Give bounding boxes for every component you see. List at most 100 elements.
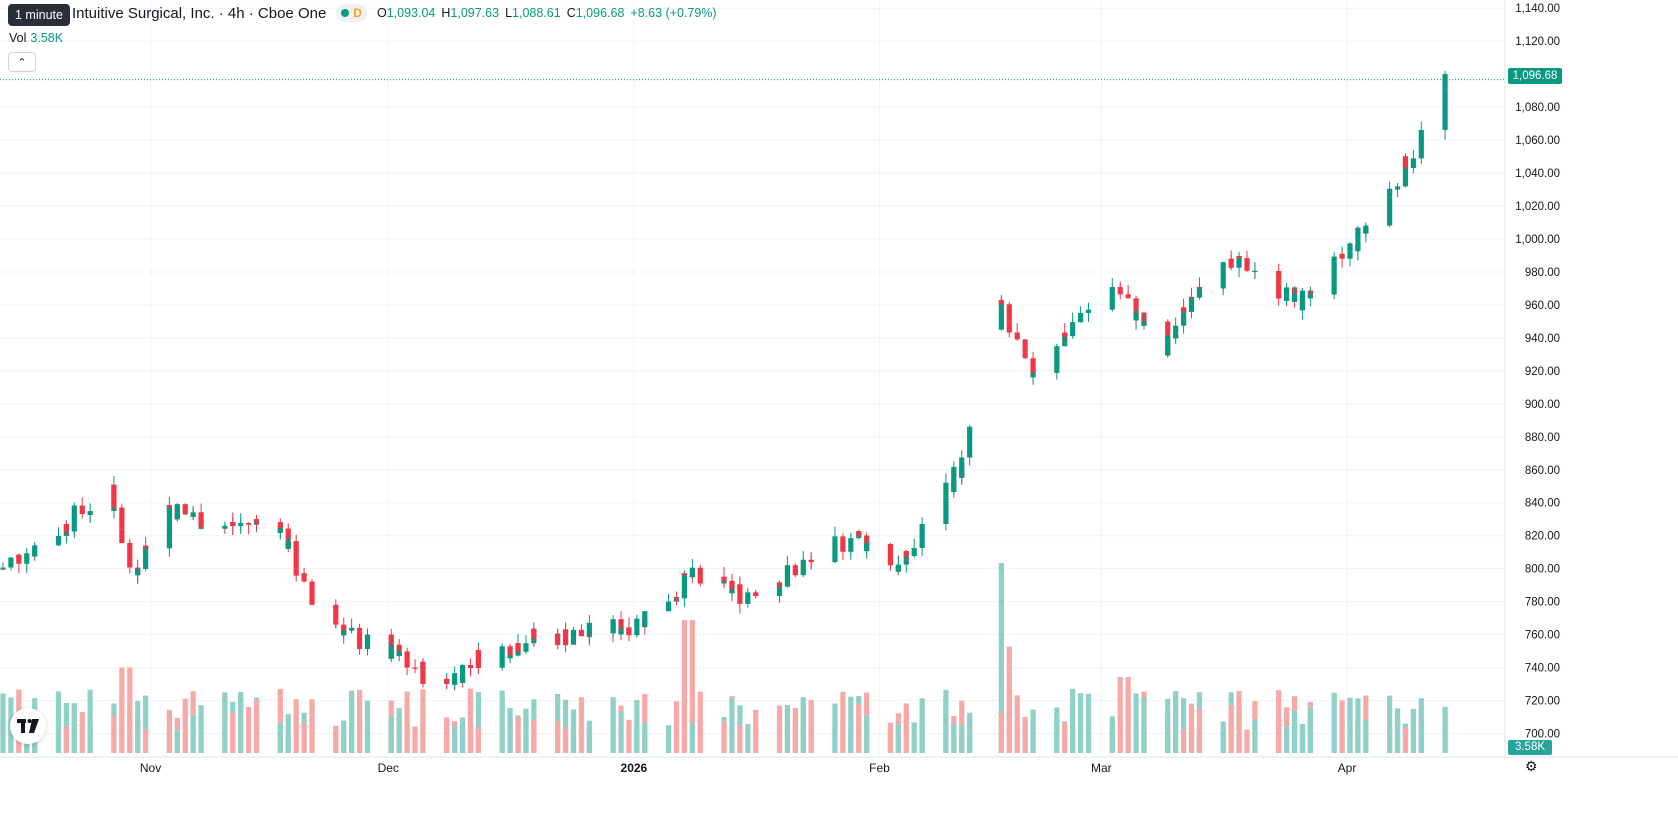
volume-bar [1220,721,1226,753]
candle [198,512,204,529]
volume-bar [626,719,632,753]
candle [8,557,14,562]
volume-bar [190,715,196,753]
x-tick-label: Nov [140,761,161,775]
market-open-icon [341,9,350,17]
volume-bar [222,692,228,753]
candle [499,646,505,648]
y-tick-label: 900.00 [1525,399,1560,411]
candle [1291,294,1298,302]
candle [689,567,695,578]
candle [998,300,1004,305]
volume-bar [840,691,846,753]
y-tick-label: 1,020.00 [1515,201,1560,213]
candle [467,664,474,666]
candle [1220,262,1226,284]
candle [166,505,172,508]
volume-bar [515,716,521,753]
volume-bar [832,727,838,753]
volume-bar [998,712,1004,753]
volume-bar [895,724,901,753]
volume-bar [1363,720,1369,753]
market-status[interactable]: D [336,4,367,22]
volume-bar [856,704,862,753]
volume-bar [943,698,949,753]
ohlc-values: O1,093.04 H1,097.63 L1,088.61 C1,096.68 … [377,6,717,20]
volume-bar [1062,722,1068,753]
volume-bar [1402,727,1409,753]
volume-bar [697,691,703,753]
candle [832,538,838,563]
candle [1196,286,1203,298]
candle [277,528,283,533]
volume-bar [1165,698,1171,753]
volume-legend: Vol 3.58K [9,31,63,45]
volume-bar [618,711,624,753]
candle [166,505,172,549]
volume-bar [475,727,482,753]
candle [1355,227,1361,252]
volume-bar [1252,719,1258,753]
volume-bar [919,699,925,753]
candle [475,650,482,668]
candle [119,529,125,544]
candle [634,618,640,629]
candle [586,622,592,637]
candle [943,497,949,525]
volume-bar [673,701,680,753]
candle [222,525,228,529]
candle [285,541,291,549]
last-price-tag: 1,096.68 [1508,68,1562,84]
candle [721,576,727,581]
candle [1252,270,1258,272]
volume-bar [1022,716,1028,753]
candle [697,567,703,576]
candle [79,505,85,515]
candle [111,484,117,508]
volume-bar [792,724,798,753]
candle [1347,243,1353,252]
high-label: H [441,6,451,20]
volume-bar [721,721,727,753]
candle [1331,256,1337,262]
volume-bar [1133,693,1139,753]
candle [895,564,901,572]
candle [903,551,909,557]
volume-bar [55,720,62,753]
candle [610,619,616,634]
volume-bar [1442,706,1448,753]
volume-bar [887,730,894,753]
candle [562,629,569,645]
candle [1418,129,1424,150]
volume-bar [301,723,307,753]
candle [1244,258,1250,271]
volume-bar [570,709,577,753]
collapse-legend-button[interactable]: ⌃ [8,52,36,72]
candle [911,548,917,557]
volume-bar [555,720,561,753]
volume-bar [665,725,672,753]
candle [1188,296,1195,298]
symbol-title[interactable]: Intuitive Surgical, Inc. · 4h · Cboe One [72,4,327,22]
candle [776,582,783,587]
open-label: O [376,6,387,20]
volume-bar [1236,691,1242,753]
candle [745,592,751,604]
candle [356,631,363,649]
candle [998,300,1004,330]
volume-bar [1410,708,1416,753]
candle [1410,158,1416,168]
volume-bar [1014,695,1020,753]
tradingview-logo-icon[interactable] [10,708,46,744]
volume-bar [776,705,783,753]
candle [349,627,355,630]
volume-bar [1181,698,1187,753]
gear-icon[interactable]: ⚙ [1525,758,1538,774]
volume-bar [467,688,474,753]
y-tick-label: 760.00 [1525,630,1560,642]
low-label: L [505,6,513,20]
volume-bar [681,620,688,753]
candle [531,628,537,639]
